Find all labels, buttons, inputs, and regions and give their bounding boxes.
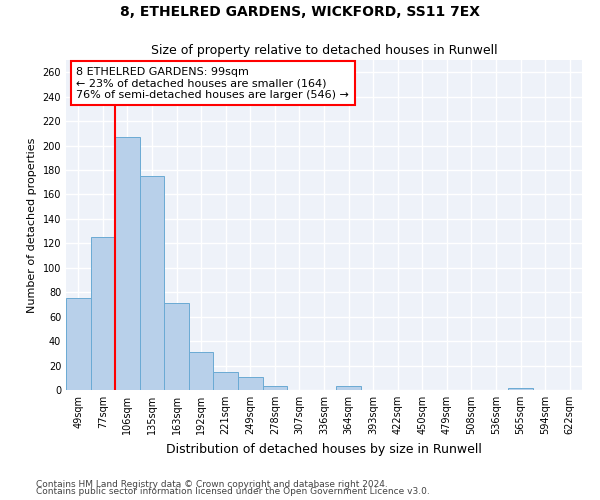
Bar	[263, 386, 287, 390]
Title: Size of property relative to detached houses in Runwell: Size of property relative to detached ho…	[151, 44, 497, 58]
Bar	[91, 237, 115, 390]
Bar	[238, 376, 263, 390]
Y-axis label: Number of detached properties: Number of detached properties	[27, 138, 37, 312]
Bar	[115, 137, 140, 390]
Text: 8, ETHELRED GARDENS, WICKFORD, SS11 7EX: 8, ETHELRED GARDENS, WICKFORD, SS11 7EX	[120, 5, 480, 19]
Text: Contains HM Land Registry data © Crown copyright and database right 2024.: Contains HM Land Registry data © Crown c…	[36, 480, 388, 489]
Bar	[140, 176, 164, 390]
X-axis label: Distribution of detached houses by size in Runwell: Distribution of detached houses by size …	[166, 442, 482, 456]
Bar	[508, 388, 533, 390]
Bar	[214, 372, 238, 390]
Bar	[66, 298, 91, 390]
Bar	[189, 352, 214, 390]
Text: Contains public sector information licensed under the Open Government Licence v3: Contains public sector information licen…	[36, 487, 430, 496]
Bar	[164, 303, 189, 390]
Text: 8 ETHELRED GARDENS: 99sqm
← 23% of detached houses are smaller (164)
76% of semi: 8 ETHELRED GARDENS: 99sqm ← 23% of detac…	[76, 66, 349, 100]
Bar	[336, 386, 361, 390]
